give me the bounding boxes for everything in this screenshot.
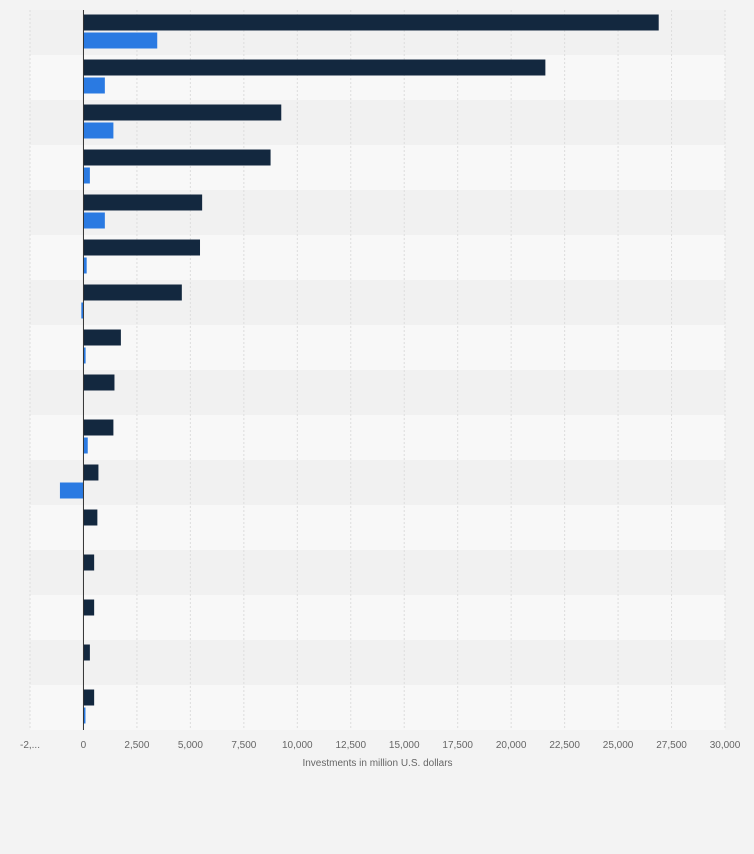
x-tick-label: 5,000 [178, 740, 203, 751]
bar-series-dark[interactable] [83, 464, 99, 481]
x-tick-label: 22,500 [549, 740, 580, 751]
row-band [30, 550, 725, 595]
bar-series-dark[interactable] [83, 239, 201, 256]
bar-series-dark[interactable] [83, 149, 271, 166]
bar-series-dark[interactable] [83, 284, 182, 301]
gridlines [29, 10, 726, 730]
row-band [30, 595, 725, 640]
row-bands [30, 10, 725, 730]
x-tick-label: 2,500 [124, 740, 149, 751]
bar-series-dark[interactable] [83, 14, 659, 31]
x-tick-label: 12,500 [335, 740, 366, 751]
bar-series-dark[interactable] [83, 419, 114, 436]
row-band [30, 325, 725, 370]
x-tick-labels: -2,... 0 2,500 5,000 7,500 10,000 12,500 15,000… [20, 740, 741, 751]
bar-series-dark[interactable] [83, 374, 115, 391]
x-tick-label: 25,000 [603, 740, 634, 751]
x-tick-label: 27,500 [656, 740, 687, 751]
bar-series-blue[interactable] [83, 257, 87, 274]
bar-series-blue[interactable] [81, 302, 84, 319]
row-band [30, 505, 725, 550]
x-tick-label: 17,500 [442, 740, 473, 751]
bar-series-blue[interactable] [59, 482, 84, 499]
bar-series-dark[interactable] [83, 194, 203, 211]
bar-series-dark[interactable] [83, 329, 121, 346]
bar-series-dark[interactable] [83, 554, 95, 571]
bar-series-dark[interactable] [83, 59, 546, 76]
row-band [30, 415, 725, 460]
row-band [30, 640, 725, 685]
x-tick-label: 30,000 [710, 740, 741, 751]
bar-series-dark[interactable] [83, 689, 95, 706]
bar-series-blue[interactable] [83, 77, 105, 94]
x-tick-label: 15,000 [389, 740, 420, 751]
bar-series-dark[interactable] [83, 644, 90, 661]
bar-series-blue[interactable] [83, 122, 114, 139]
bar-series-blue[interactable] [83, 437, 88, 454]
bar-series-blue[interactable] [83, 707, 86, 724]
bar-series-blue[interactable] [83, 167, 90, 184]
bar-series-blue[interactable] [83, 347, 86, 364]
x-tick-label: 7,500 [231, 740, 256, 751]
row-band [30, 685, 725, 730]
x-axis-title: Investments in million U.S. dollars [302, 758, 452, 769]
bar-series-blue[interactable] [83, 212, 105, 229]
bars [59, 14, 659, 724]
x-tick-label: 20,000 [496, 740, 527, 751]
bar-series-blue[interactable] [83, 32, 158, 49]
row-band [30, 460, 725, 505]
x-tick-label: 0 [81, 740, 87, 751]
bar-series-dark[interactable] [83, 509, 98, 526]
bar-series-dark[interactable] [83, 104, 282, 121]
bar-series-dark[interactable] [83, 599, 95, 616]
x-tick-label: -2,... [20, 740, 40, 751]
x-tick-label: 10,000 [282, 740, 313, 751]
row-band [30, 370, 725, 415]
